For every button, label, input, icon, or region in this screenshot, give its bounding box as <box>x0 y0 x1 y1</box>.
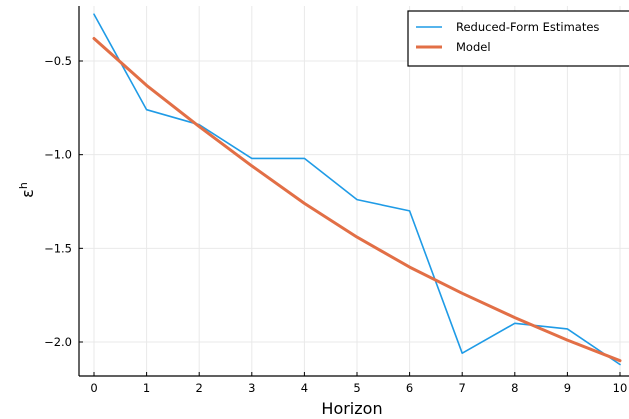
x-tick-label: 7 <box>459 381 466 395</box>
y-ticks: −0.5 −1.0 −1.5 −2.0 <box>44 54 83 349</box>
y-tick-label: −0.5 <box>44 54 72 68</box>
grid <box>79 6 629 376</box>
x-tick-label: 5 <box>353 381 360 395</box>
x-tick-label: 6 <box>406 381 413 395</box>
x-tick-label: 4 <box>301 381 308 395</box>
x-tick-label: 10 <box>613 381 628 395</box>
y-tick-label: −2.0 <box>44 335 72 349</box>
x-ticks: 0 1 2 3 4 5 6 7 8 9 10 <box>90 372 627 395</box>
x-axis-label: Horizon <box>321 399 382 418</box>
x-tick-label: 3 <box>248 381 255 395</box>
legend-label: Model <box>456 40 491 54</box>
y-tick-label: −1.0 <box>44 148 72 162</box>
x-tick-label: 9 <box>564 381 571 395</box>
series-lines <box>92 13 622 366</box>
series-line-model <box>92 37 622 363</box>
x-tick-label: 1 <box>143 381 150 395</box>
x-tick-label: 2 <box>196 381 203 395</box>
legend-label: Reduced-Form Estimates <box>456 20 599 34</box>
x-tick-label: 8 <box>511 381 518 395</box>
y-axis-label: εh <box>17 182 37 198</box>
axes <box>78 6 629 377</box>
x-tick-label: 0 <box>90 381 97 395</box>
legend: Reduced-Form Estimates Model <box>407 10 629 67</box>
legend-box <box>407 10 629 67</box>
y-tick-label: −1.5 <box>44 241 72 255</box>
